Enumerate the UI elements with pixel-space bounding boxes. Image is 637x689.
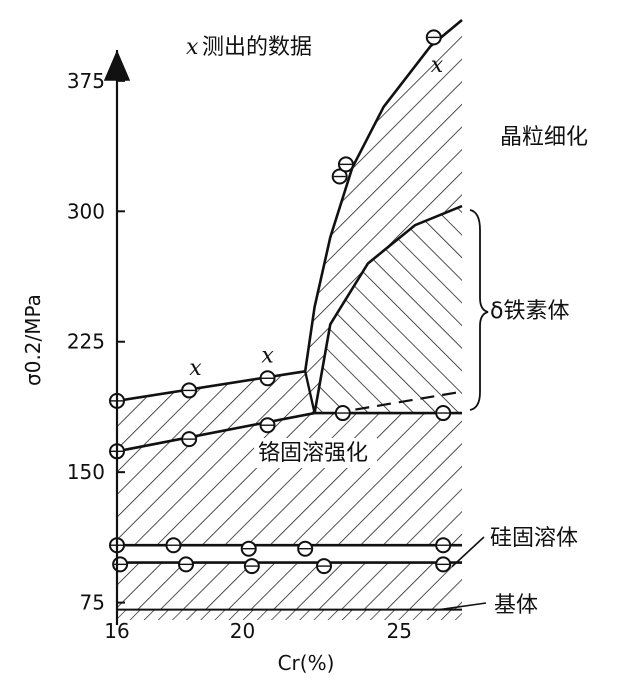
pointer-matrix [439, 602, 487, 611]
connector-line [304, 371, 316, 414]
x-tick-label: 25 [387, 619, 412, 643]
y-ticks: 75 150 225 300 375 [67, 69, 125, 615]
hatched-regions [117, 20, 462, 620]
x-tick-label: 20 [230, 619, 255, 643]
region-si [117, 562, 462, 610]
label-cr: 铬固溶强化 [258, 441, 368, 466]
pointer-si [451, 536, 485, 568]
series-line [313, 204, 463, 414]
x-marker: x [189, 356, 202, 381]
dashed-line [355, 391, 460, 411]
x-marker: x [261, 344, 274, 369]
ferrite-brace [469, 209, 489, 411]
x-axis-label: Cr(%) [278, 651, 335, 675]
y-tick-label: 75 [80, 591, 105, 615]
y-tick-label: 225 [67, 330, 105, 354]
y-axis-label: σ0.2/MPa [21, 294, 45, 386]
y-tick-label: 300 [67, 199, 105, 223]
region-grain [305, 20, 462, 414]
label-ferrite: δ铁素体 [490, 299, 569, 324]
label-cr-bg [254, 438, 377, 468]
label-si: 硅固溶体 [490, 526, 578, 551]
title-x: x [186, 35, 199, 60]
chart-title: x 测出的数据 [186, 35, 312, 60]
series-lines [116, 19, 463, 611]
y-tick-label: 375 [67, 69, 105, 93]
region-ferrite [314, 206, 462, 414]
region-cr-upper [117, 371, 315, 452]
label-matrix: 基体 [494, 593, 538, 618]
label-grain: 晶粒细化 [500, 125, 588, 150]
title-text: 测出的数据 [202, 35, 312, 60]
region-matrix [117, 609, 462, 620]
x-marker: x [431, 53, 444, 78]
x-tick-label: 16 [104, 619, 129, 643]
x-ticks: 16 20 25 [104, 619, 412, 643]
y-tick-label: 150 [67, 460, 105, 484]
